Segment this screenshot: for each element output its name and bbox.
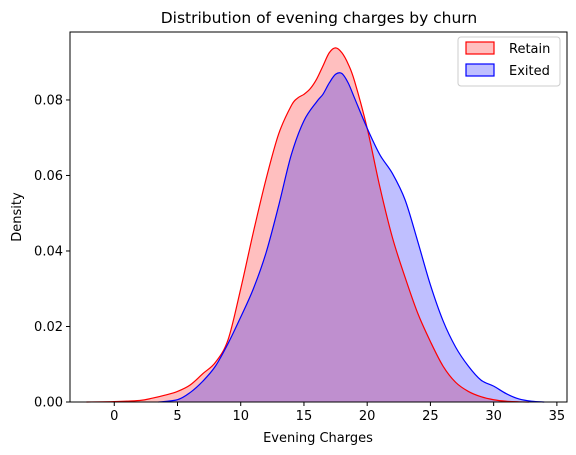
y-axis: 0.00 0.02 0.04 0.06 0.08 — [34, 93, 70, 411]
x-tick-label: 35 — [549, 409, 566, 424]
x-axis-label: Evening Charges — [263, 431, 373, 446]
legend-label-exited: Exited — [509, 64, 550, 79]
x-tick-label: 0 — [110, 409, 118, 424]
x-tick-label: 10 — [232, 409, 249, 424]
x-tick-label: 20 — [359, 409, 376, 424]
legend-swatch-retain — [465, 41, 495, 55]
legend: Retain Exited — [457, 36, 561, 87]
x-tick-label: 5 — [173, 409, 181, 424]
y-tick-label: 0.08 — [34, 93, 63, 108]
density-area-retain — [86, 47, 530, 403]
legend-box — [457, 36, 561, 87]
legend-label-retain: Retain — [509, 42, 550, 57]
y-tick-label: 0.00 — [34, 396, 63, 411]
legend-swatch-exited — [465, 63, 495, 77]
density-line-exited — [158, 72, 545, 403]
line-layer — [86, 47, 545, 403]
density-line-retain — [86, 47, 530, 403]
plot-frame — [69, 31, 568, 403]
x-axis: 0 5 10 15 20 25 30 35 — [110, 402, 565, 424]
x-tick-label: 25 — [422, 409, 439, 424]
area-layer — [86, 47, 545, 403]
y-tick-label: 0.02 — [34, 320, 63, 335]
y-tick-label: 0.04 — [34, 244, 63, 259]
y-axis-label: Density — [10, 192, 25, 242]
x-tick-label: 30 — [485, 409, 502, 424]
x-tick-label: 15 — [296, 409, 313, 424]
plot-area — [86, 47, 545, 403]
chart-title: Distribution of evening charges by churn — [161, 9, 478, 27]
y-tick-label: 0.06 — [34, 169, 63, 184]
density-area-exited — [158, 72, 545, 402]
